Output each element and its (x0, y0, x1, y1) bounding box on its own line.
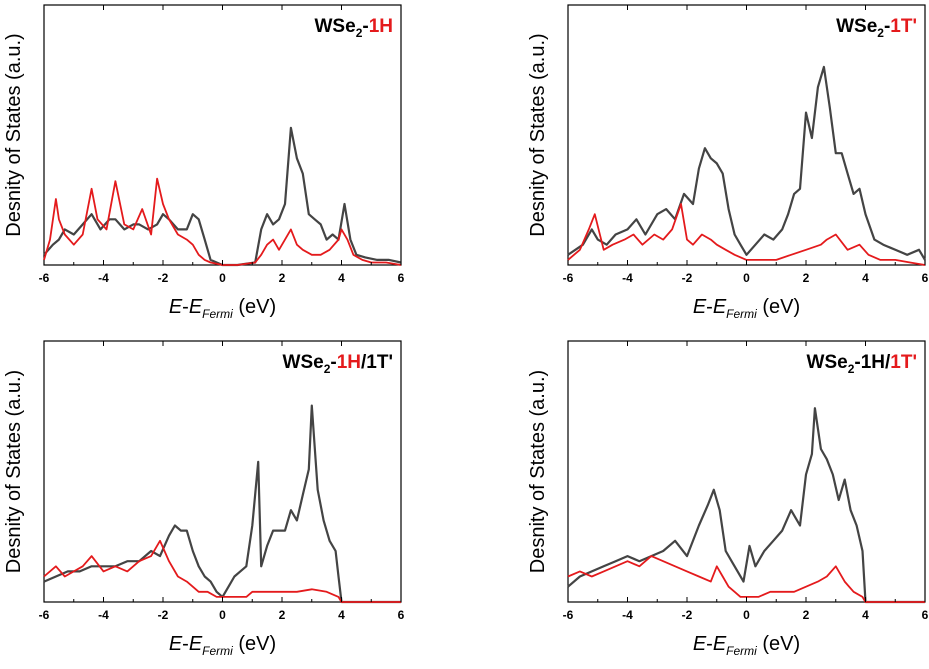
x-tick-label: -6 (563, 271, 574, 285)
total-dos-line (43, 404, 401, 604)
panel-title-part: WSe (283, 352, 324, 373)
x-axis-title-part: Fermi (726, 307, 757, 321)
x-axis-title-part: E (189, 296, 203, 318)
y-axis-title: Desnity of States (a.u.) (527, 370, 549, 573)
partial-dos-line (43, 539, 401, 603)
x-axis-title-part: Fermi (726, 644, 757, 658)
x-tick-label: 4 (862, 271, 869, 285)
x-tick-label: -2 (158, 271, 169, 285)
total-dos-line (567, 65, 926, 261)
x-axis-title-part: (eV) (233, 296, 276, 318)
plot-frame (567, 4, 926, 266)
x-tick-label: 0 (219, 271, 226, 285)
x-tick-label: -4 (98, 608, 109, 622)
panel-title-part: 1H (369, 16, 393, 37)
dos-panel: -6 -4 -2 0 2 4 6E-EFermi (eV)Desnity of States… (527, 4, 929, 321)
x-tick-label: -2 (682, 608, 693, 622)
total-dos-line (43, 126, 402, 267)
x-axis-title-part: - (706, 296, 713, 318)
panel-title-part: 2 (848, 362, 855, 376)
y-axis-title: Desnity of States (a.u.) (3, 33, 25, 236)
x-tick-label: 6 (398, 271, 405, 285)
x-axis-title-part: E (693, 633, 707, 655)
partial-dos-line (567, 555, 925, 603)
panel-title-part: WSe (315, 16, 356, 37)
panel-title-part: - (884, 16, 890, 37)
x-axis-title: E-EFermi (eV) (693, 633, 800, 658)
x-axis-title: E-EFermi (eV) (693, 296, 800, 321)
x-tick-label: 6 (922, 271, 929, 285)
x-axis-title: E-EFermi (eV) (169, 296, 276, 321)
panel-title-part: WSe (836, 16, 877, 37)
total-dos-line (567, 407, 925, 604)
x-tick-label: -2 (682, 271, 693, 285)
x-axis-title-part: Fermi (202, 307, 233, 321)
x-tick-label: 0 (743, 608, 750, 622)
panel-title-part: WSe (807, 352, 848, 373)
x-axis-title-part: (eV) (757, 296, 800, 318)
x-axis-title-part: E (713, 633, 727, 655)
x-tick-label: 2 (803, 271, 810, 285)
x-tick-label: -6 (39, 271, 50, 285)
panel-title-part: 1T' (890, 16, 917, 37)
dos-panel: -6 -4 -2 0 2 4 6E-EFermi (eV)Desnity of States… (527, 340, 929, 658)
x-axis-title-part: E (713, 296, 727, 318)
dos-panel: -6 -4 -2 0 2 4 6E-EFermi (eV)Desnity of States… (3, 4, 405, 321)
x-tick-label: 6 (922, 608, 929, 622)
x-tick-label: 4 (862, 608, 869, 622)
x-tick-label: 6 (398, 608, 405, 622)
x-axis-title-part: - (182, 633, 189, 655)
y-axis-title: Desnity of States (a.u.) (527, 33, 549, 236)
x-tick-label: -2 (158, 608, 169, 622)
x-axis-title-part: Fermi (202, 644, 233, 658)
x-axis-title: E-EFermi (eV) (169, 633, 276, 658)
dos-panel: -6 -4 -2 0 2 4 6E-EFermi (eV)Desnity of States… (3, 340, 405, 658)
x-axis-title-part: (eV) (757, 633, 800, 655)
x-tick-label: -6 (39, 608, 50, 622)
x-tick-label: -4 (622, 608, 633, 622)
x-tick-label: 2 (279, 608, 286, 622)
x-tick-label: -4 (98, 271, 109, 285)
x-tick-label: 0 (743, 271, 750, 285)
x-tick-label: 2 (803, 608, 810, 622)
y-axis-title: Desnity of States (a.u.) (3, 370, 25, 573)
panel-title-part: 2 (877, 26, 884, 40)
x-axis-title-part: E (169, 633, 183, 655)
panel-title-part: - (362, 16, 368, 37)
panel-title-part: 2 (324, 362, 331, 376)
panel-title-part: 2 (356, 26, 363, 40)
panel-title-part: - (330, 352, 336, 373)
panel-title: WSe2-1T' (836, 16, 917, 40)
partial-dos-line (43, 177, 402, 266)
panel-title: WSe2-1H (315, 16, 394, 40)
x-axis-title-part: - (706, 633, 713, 655)
x-axis-title-part: E (189, 633, 203, 655)
panel-title-part: 1H (337, 352, 361, 373)
x-tick-label: -6 (563, 608, 574, 622)
panel-title-part: -1H/ (854, 352, 891, 373)
x-tick-label: 4 (338, 271, 345, 285)
x-axis-title-part: (eV) (233, 633, 276, 655)
x-axis-title-part: - (182, 296, 189, 318)
panel-title-part: /1T' (361, 352, 393, 373)
panel-title: WSe2-1H/1T' (283, 352, 393, 376)
x-tick-label: -4 (622, 271, 633, 285)
x-axis-title-part: E (169, 296, 183, 318)
x-tick-label: 0 (219, 608, 226, 622)
panel-title-part: 1T' (890, 352, 917, 373)
x-axis-title-part: E (693, 296, 707, 318)
partial-dos-line (567, 203, 926, 266)
x-tick-label: 4 (338, 608, 345, 622)
x-tick-label: 2 (279, 271, 286, 285)
panel-title: WSe2-1H/1T' (807, 352, 917, 376)
